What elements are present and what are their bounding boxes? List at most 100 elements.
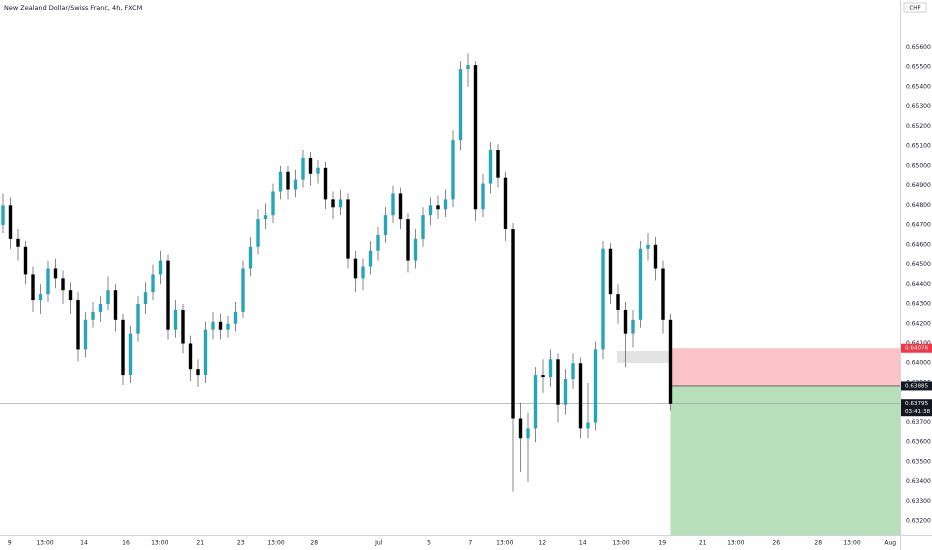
candle-body bbox=[488, 150, 493, 184]
candle-body bbox=[481, 183, 485, 210]
candle-body bbox=[533, 375, 538, 429]
candle-body bbox=[278, 171, 283, 192]
y-tick-label: 0.64600 bbox=[906, 241, 931, 248]
candle-body bbox=[203, 329, 208, 376]
candle-body bbox=[76, 300, 80, 350]
candle-body bbox=[421, 215, 425, 239]
x-tick-label: Aug bbox=[884, 540, 896, 547]
currency-box bbox=[903, 2, 927, 13]
x-tick-label: 21 bbox=[196, 540, 204, 547]
entry-label-bg bbox=[901, 381, 932, 391]
candle-body bbox=[653, 244, 658, 269]
x-tick-label: 14 bbox=[80, 540, 88, 547]
y-tick-label: 0.64400 bbox=[906, 281, 931, 288]
entry-label: 0.63885 bbox=[905, 383, 929, 389]
candle-body bbox=[436, 205, 440, 210]
last-price-bg bbox=[901, 399, 932, 417]
zone-highlight bbox=[617, 351, 672, 363]
candle-body bbox=[256, 219, 260, 247]
candle-body bbox=[1, 205, 5, 226]
candle-body bbox=[473, 65, 478, 210]
candle-body bbox=[31, 274, 35, 301]
candle-body bbox=[623, 309, 628, 334]
candle-body bbox=[578, 363, 583, 429]
candle-body bbox=[248, 246, 253, 269]
candle-body bbox=[271, 191, 275, 216]
candle-body bbox=[391, 193, 395, 216]
candle-body bbox=[106, 290, 110, 305]
candle-body bbox=[263, 215, 268, 220]
candle-body bbox=[353, 258, 358, 279]
y-tick-label: 0.65300 bbox=[906, 103, 931, 110]
candle-body bbox=[338, 199, 343, 208]
y-tick-label: 0.64100 bbox=[906, 340, 931, 347]
candle-body bbox=[668, 319, 673, 404]
candle-body bbox=[316, 167, 320, 174]
candle-body bbox=[631, 319, 635, 334]
x-tick-label: 19 bbox=[658, 540, 666, 547]
candle-body bbox=[188, 343, 193, 370]
x-tick-label: 16 bbox=[122, 540, 130, 547]
candle-body bbox=[331, 199, 335, 208]
candle-body bbox=[143, 292, 148, 305]
candle-body bbox=[121, 319, 125, 376]
x-tick-label: 9 bbox=[8, 540, 12, 547]
target-zone bbox=[670, 385, 900, 535]
stop-label-bg bbox=[901, 343, 932, 353]
candle-body bbox=[458, 69, 463, 141]
candle-body bbox=[91, 311, 95, 320]
stop-label: 0.64076 bbox=[905, 346, 929, 352]
y-tick-label: 0.63200 bbox=[906, 518, 931, 525]
candle-body bbox=[361, 266, 365, 279]
candle-body bbox=[406, 219, 410, 261]
candle-body bbox=[61, 278, 65, 291]
x-tick-label: 28 bbox=[814, 540, 822, 547]
candle-body bbox=[128, 333, 133, 376]
x-tick-label: 13:00 bbox=[36, 540, 53, 547]
candle-body bbox=[571, 363, 575, 380]
candle-body bbox=[443, 199, 448, 210]
candle-body bbox=[601, 248, 605, 350]
x-tick-label: 13:00 bbox=[843, 540, 860, 547]
candle-body bbox=[593, 349, 598, 423]
candle-body bbox=[301, 157, 305, 180]
y-tick-label: 0.64200 bbox=[906, 320, 931, 327]
y-tick-label: 0.65500 bbox=[906, 64, 931, 71]
candle-body bbox=[196, 369, 200, 376]
candle-body bbox=[616, 294, 620, 310]
y-tick-label: 0.63700 bbox=[906, 419, 931, 426]
candle-body bbox=[376, 234, 380, 251]
candle-body bbox=[136, 304, 140, 334]
countdown-label: 03:41:38 bbox=[905, 409, 931, 415]
candle-body bbox=[218, 321, 223, 330]
candle-body bbox=[496, 150, 500, 178]
x-tick-label: Jul bbox=[374, 540, 383, 547]
candle-body bbox=[413, 238, 418, 261]
candle-body bbox=[233, 311, 238, 324]
y-tick-label: 0.64300 bbox=[906, 301, 931, 308]
x-tick-label: 13:00 bbox=[612, 540, 629, 547]
y-tick-label: 0.65600 bbox=[906, 44, 931, 51]
candle-body bbox=[173, 309, 178, 330]
candle-body bbox=[346, 199, 350, 259]
y-tick-label: 0.65000 bbox=[906, 162, 931, 169]
candle-body bbox=[428, 205, 433, 216]
candle-body bbox=[181, 309, 185, 344]
candle-body bbox=[68, 290, 73, 301]
candle-body bbox=[83, 319, 88, 350]
y-tick-label: 0.65100 bbox=[906, 143, 931, 150]
candle-body bbox=[53, 268, 58, 279]
candle-body bbox=[563, 379, 568, 405]
candle-body bbox=[383, 215, 388, 235]
y-tick-label: 0.64700 bbox=[906, 222, 931, 229]
x-tick-label: 23 bbox=[237, 540, 245, 547]
x-tick-label: 26 bbox=[772, 540, 780, 547]
candle-body bbox=[556, 359, 560, 405]
candle-body bbox=[638, 248, 643, 320]
candle-body bbox=[518, 418, 523, 439]
chart-title: New Zealand Dollar/Swiss Franc, 4h, FXCM bbox=[4, 4, 142, 12]
y-tick-label: 0.64000 bbox=[906, 360, 931, 367]
candle-body bbox=[661, 268, 665, 320]
